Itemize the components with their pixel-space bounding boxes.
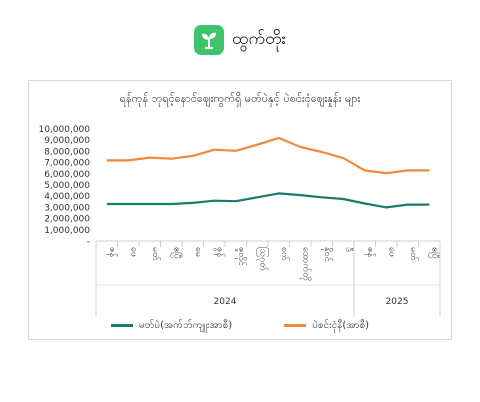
series-line-0 xyxy=(106,192,430,209)
y-tick-label: 8,000,000 xyxy=(44,147,90,157)
y-tick-label: 2,000,000 xyxy=(44,215,90,225)
x-tick-label: မေ xyxy=(193,247,203,257)
x-tick-label: အောက်တို xyxy=(299,247,311,281)
legend-swatch-wholesale xyxy=(284,324,307,327)
brand-name: ထွက်တိုး xyxy=(232,28,286,49)
x-tick-label: ဇူလိုင် xyxy=(235,247,247,266)
x-tick-label: မတ် xyxy=(150,247,161,261)
legend-label-wholesale: ပဲစင်းငုံနီ(အာစီ) xyxy=(312,320,370,331)
chart-card xyxy=(28,80,452,340)
y-tick-label: 6,000,000 xyxy=(44,170,90,180)
x-tick-label: ဇွန် xyxy=(213,247,225,258)
x-tick-label: မတ် xyxy=(408,247,419,261)
x-tick-label: ဇန် xyxy=(364,247,376,258)
chart-legend: မတ်ပဲ(အက်ဘ်ကျူးအာစီ) ပဲစင်းငုံနီ(အာစီ) xyxy=(0,318,480,333)
year-label: 2025 xyxy=(386,297,409,307)
x-tick-label: နိုဝင် xyxy=(321,247,333,262)
x-tick-label: စက် xyxy=(279,247,290,261)
x-tick-label: ဩဂုတ် xyxy=(256,247,269,272)
series-line-1 xyxy=(106,136,430,175)
y-tick-label: 9,000,000 xyxy=(44,136,90,146)
x-tick-label: ဇန် xyxy=(106,247,118,258)
legend-swatch-retail xyxy=(110,324,133,327)
legend-item-wholesale: ပဲစင်းငုံနီ(အာစီ) xyxy=(284,318,369,333)
chart-title: ရန်ကုန် ဘုရင့်နောင်ဈေးကွက်ရှိ မတ်ပဲနှင့်… xyxy=(119,92,361,105)
sprout-logo-icon xyxy=(194,25,225,55)
legend-item-retail: မတ်ပဲ(အက်ဘ်ကျူးအာစီ) xyxy=(110,318,233,333)
x-tick-label: ဖေ xyxy=(386,247,396,257)
y-tick-label: 7,000,000 xyxy=(44,159,90,169)
x-tick-label: ဧပြီ xyxy=(170,247,182,259)
y-tick-label: 5,000,000 xyxy=(44,181,90,191)
legend-label-retail: မတ်ပဲ(အက်ဘ်ကျူးအာစီ) xyxy=(138,320,233,331)
x-tick-label: ဧပြီ xyxy=(428,247,440,259)
year-label: 2024 xyxy=(214,297,237,307)
x-tick-label: ဖေ xyxy=(128,247,138,257)
brand-header: ထွက်တိုး xyxy=(0,24,480,56)
y-tick-label: - xyxy=(87,237,90,247)
y-tick-label: 4,000,000 xyxy=(44,192,90,202)
y-tick-label: 10,000,000 xyxy=(38,125,90,135)
y-tick-label: 1,000,000 xyxy=(44,226,90,236)
x-tick-label: ဒီ xyxy=(343,247,354,252)
y-tick-label: 3,000,000 xyxy=(44,203,90,213)
